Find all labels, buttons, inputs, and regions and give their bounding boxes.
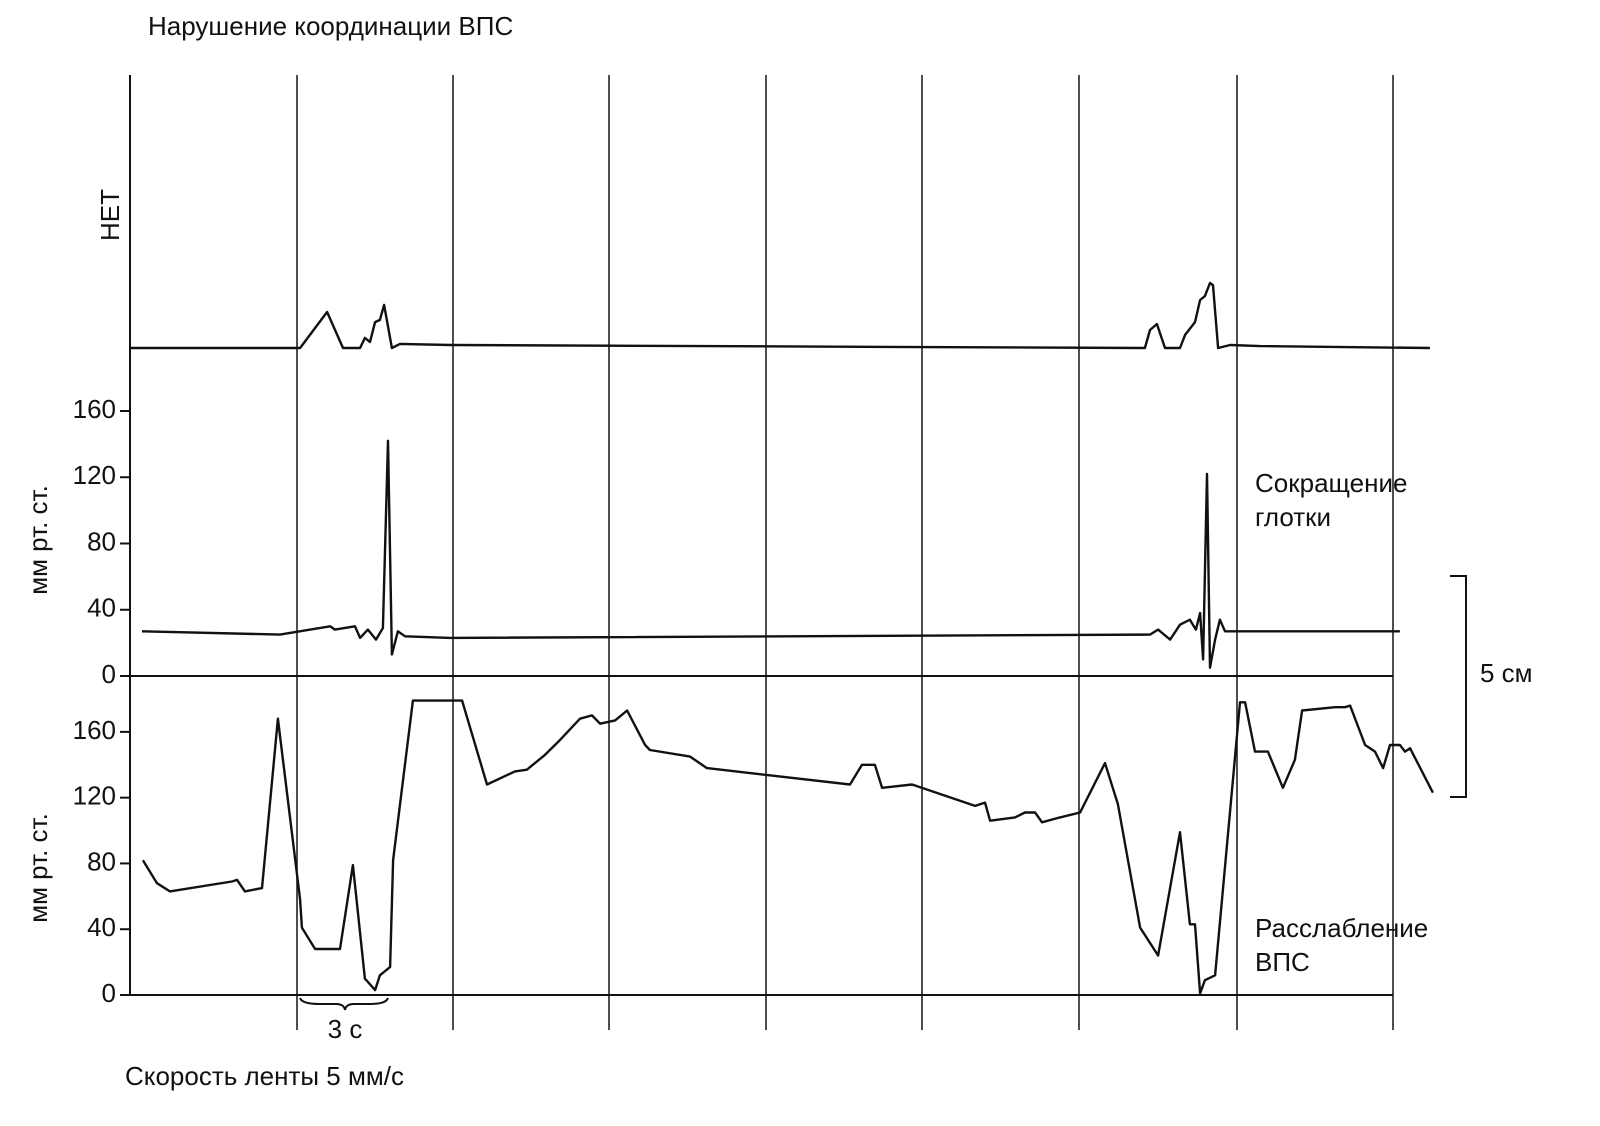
scale-label: 5 см <box>1480 658 1533 688</box>
y-axis-label: мм рт. ст. <box>23 485 53 595</box>
time-grid <box>296 75 1394 1030</box>
chart-title: Нарушение координации ВПС <box>148 11 513 41</box>
trace-line <box>141 439 1400 669</box>
annotation: Расслабление <box>1255 913 1428 943</box>
trace-line <box>130 281 1430 350</box>
y-axis-label: НЕТ <box>95 189 125 241</box>
y-tick-label: 160 <box>73 715 116 745</box>
y-tick-label: 160 <box>73 394 116 424</box>
y-tick-label: 120 <box>73 460 116 490</box>
y-tick-label: 0 <box>102 978 116 1008</box>
y-tick-label: 80 <box>87 846 116 876</box>
trace-line <box>141 699 1434 995</box>
y-axis-label: мм рт. ст. <box>23 813 53 923</box>
y-tick-label: 120 <box>73 781 116 811</box>
scale-bracket <box>1450 575 1467 798</box>
x-axis-label: Скорость ленты 5 мм/с <box>125 1061 404 1091</box>
annotation: ВПС <box>1255 947 1310 977</box>
y-tick-label: 40 <box>87 593 116 623</box>
y-tick-label: 0 <box>102 659 116 689</box>
annotation: Сокращение <box>1255 468 1407 498</box>
y-tick-label: 80 <box>87 526 116 556</box>
time-label: 3 с <box>328 1014 363 1044</box>
y-tick-label: 40 <box>87 912 116 942</box>
annotation: глотки <box>1255 502 1331 532</box>
time-bracket <box>299 997 389 1011</box>
